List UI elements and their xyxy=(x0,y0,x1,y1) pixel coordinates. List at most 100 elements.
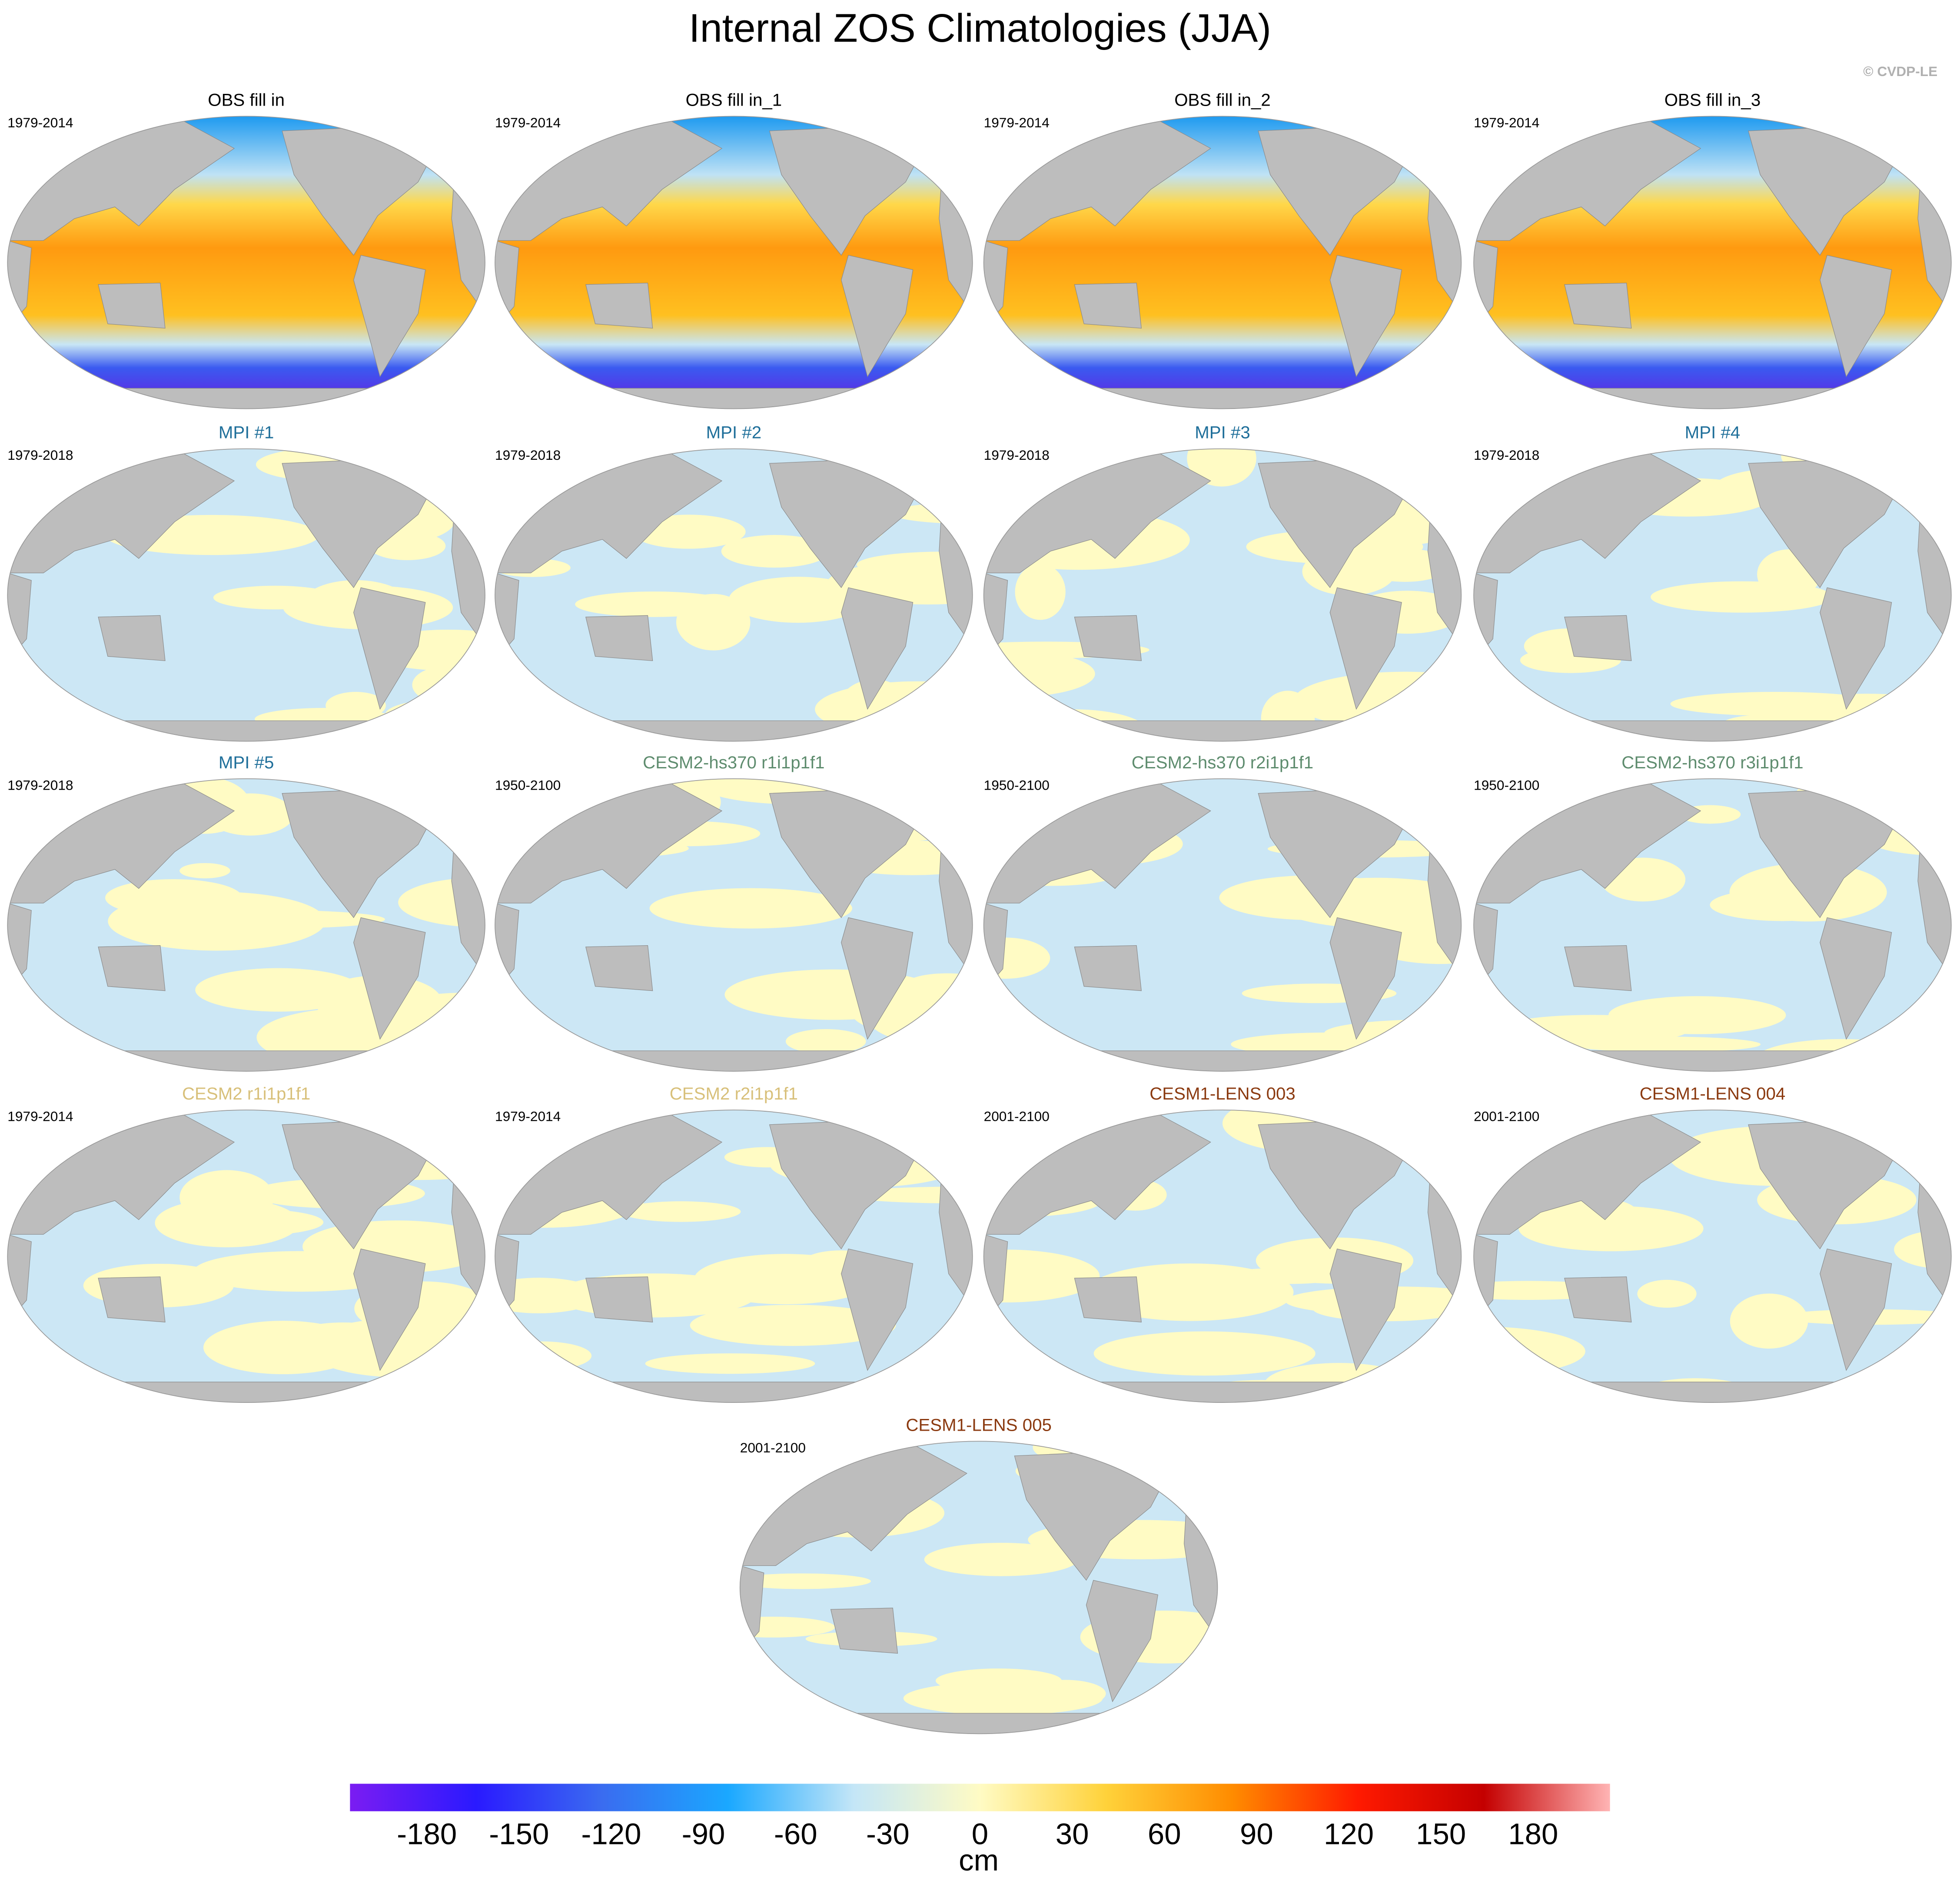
land xyxy=(353,255,426,378)
colorbar-tick-label: 180 xyxy=(1508,1817,1558,1850)
pattern-patch xyxy=(195,968,362,1012)
map xyxy=(7,778,485,1071)
panel-title: CESM2-hs370 r2i1p1f1 xyxy=(1132,753,1313,772)
map xyxy=(7,1110,485,1403)
land xyxy=(98,615,166,661)
map xyxy=(495,116,973,409)
map-panel: CESM2-hs370 r2i1p1f1 1950-2100 xyxy=(983,753,1462,1072)
land xyxy=(1564,1276,1632,1322)
colorbar-tick-label: -150 xyxy=(489,1817,549,1850)
pattern-patch xyxy=(179,863,230,879)
pattern-patch xyxy=(924,1543,1078,1576)
map xyxy=(983,116,1462,409)
map-border xyxy=(495,116,973,409)
pattern-patch xyxy=(676,594,751,651)
land xyxy=(585,1276,653,1322)
pattern-patch xyxy=(1730,1293,1808,1349)
land xyxy=(841,587,914,710)
land xyxy=(1074,1276,1142,1322)
land xyxy=(1074,615,1142,661)
map-border xyxy=(495,448,973,742)
map-border xyxy=(983,1110,1462,1403)
panel-period: 1950-2100 xyxy=(495,777,561,793)
land xyxy=(1329,587,1402,710)
map-panel: MPI #2 1979-2018 xyxy=(495,423,973,742)
colorbar: -180 -150 -120 -90 -60 -30 0 30 60 90 120 150 180 cm xyxy=(350,1784,1610,1877)
pattern-patch xyxy=(690,1305,896,1346)
panel-title: CESM1-LENS 004 xyxy=(1640,1084,1786,1103)
land xyxy=(98,282,166,329)
map-panel: CESM1-LENS 005 2001-2100 xyxy=(739,1415,1218,1734)
map xyxy=(983,1110,1462,1403)
panel-title: CESM1-LENS 003 xyxy=(1149,1084,1296,1103)
pattern-patch xyxy=(1479,472,1545,488)
land xyxy=(7,720,485,741)
land xyxy=(1820,255,1892,378)
map xyxy=(1474,1110,1951,1403)
pattern-patch xyxy=(999,709,1148,741)
land xyxy=(1474,720,1951,741)
colorbar-tick-label: 30 xyxy=(1056,1817,1089,1850)
land xyxy=(353,917,426,1040)
pattern-patch xyxy=(1474,1343,1522,1369)
panel-period: 1950-2100 xyxy=(984,777,1050,793)
pattern-patch xyxy=(645,1353,815,1374)
land xyxy=(495,720,973,741)
pattern-patch xyxy=(621,1201,741,1222)
colorbar-tick-label: -60 xyxy=(774,1817,817,1850)
map-panel: OBS fill in_1 1979-2014 xyxy=(495,90,973,409)
map-panel: CESM1-LENS 004 2001-2100 xyxy=(1473,1084,1952,1403)
panel-period: 1979-2014 xyxy=(495,1109,561,1124)
land xyxy=(1564,282,1632,329)
land xyxy=(98,945,166,991)
map-border xyxy=(7,778,485,1072)
colorbar-fill xyxy=(350,1784,1610,1811)
pattern-patch xyxy=(213,585,337,610)
panel-title: OBS fill in_1 xyxy=(686,90,782,110)
land xyxy=(1820,917,1892,1040)
map-border xyxy=(7,116,485,409)
land xyxy=(983,720,1462,741)
map xyxy=(983,778,1462,1071)
land xyxy=(7,388,485,409)
pattern-patch xyxy=(1408,782,1462,809)
map-border xyxy=(7,1110,485,1403)
map-panel: OBS fill in 1979-2014 xyxy=(7,90,485,409)
pattern-patch xyxy=(385,699,485,730)
colorbar-tick-label: -90 xyxy=(682,1817,725,1850)
pattern-patch xyxy=(1888,1123,1951,1140)
pattern-patch xyxy=(108,891,326,951)
pattern-patch xyxy=(384,449,485,480)
pattern-patch xyxy=(193,1251,408,1292)
land xyxy=(1329,917,1402,1040)
colorbar-tick-label: 120 xyxy=(1324,1817,1374,1850)
pattern-patch xyxy=(785,1029,866,1054)
map-panel: CESM1-LENS 003 2001-2100 xyxy=(983,1084,1462,1403)
map xyxy=(1474,778,1951,1071)
pattern-patch xyxy=(1015,564,1066,620)
land xyxy=(585,615,653,661)
panel-title: OBS fill in xyxy=(208,90,285,110)
pattern-patch xyxy=(983,1249,1100,1302)
land xyxy=(1474,388,1951,409)
panel-title: MPI #2 xyxy=(706,423,762,442)
land xyxy=(740,1713,1218,1734)
land xyxy=(1820,1248,1892,1371)
land xyxy=(1329,1248,1402,1371)
panels: OBS fill in 1979-2014 OBS fill in_1 1979-20… xyxy=(7,90,1952,1734)
map-border xyxy=(1473,778,1952,1072)
pattern-patch xyxy=(7,706,58,731)
panel-period: 1979-2014 xyxy=(495,115,561,130)
pattern-patch xyxy=(1496,1015,1689,1044)
colorbar-tick-label: -180 xyxy=(397,1817,457,1850)
panel-title: MPI #5 xyxy=(219,753,274,772)
pattern-patch xyxy=(1637,1279,1697,1308)
pattern-patch xyxy=(740,1616,835,1638)
pattern-patch xyxy=(1187,448,1256,487)
pattern-patch xyxy=(1791,701,1848,722)
panel-title: CESM1-LENS 005 xyxy=(906,1415,1052,1435)
panel-period: 1950-2100 xyxy=(1474,777,1539,793)
copyright: © CVDP-LE xyxy=(1863,63,1937,79)
map-panel: CESM2-hs370 r1i1p1f1 1950-2100 xyxy=(495,753,973,1072)
